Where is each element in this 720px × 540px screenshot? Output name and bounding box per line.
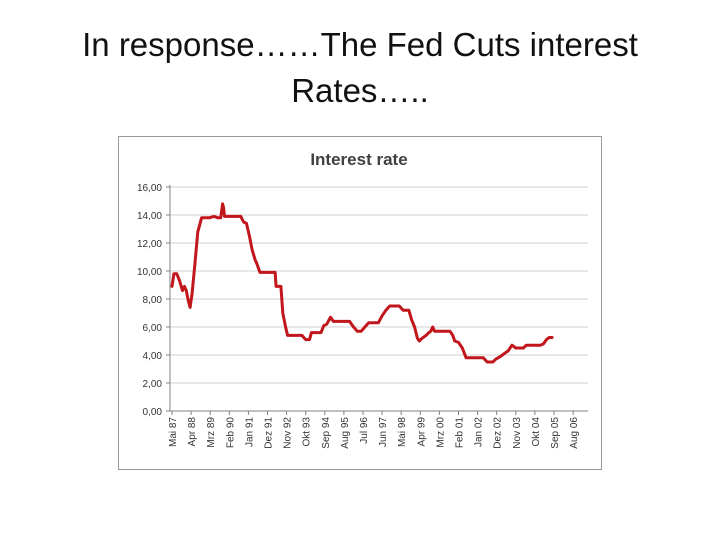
x-tick-label: Nov 03 [512, 417, 523, 449]
x-tick-label: Feb 01 [455, 417, 466, 449]
y-tick-label: 0,00 [143, 407, 163, 418]
x-tick-label: Mai 87 [168, 417, 179, 447]
chart-title: Interest rate [310, 150, 407, 169]
y-tick-label: 12,00 [137, 239, 162, 250]
slide-title: In response……The Fed Cuts interest Rates… [40, 22, 680, 114]
x-tick-label: Sep 94 [321, 417, 332, 449]
y-tick-label: 6,00 [143, 323, 163, 334]
x-tick-label: Aug 95 [340, 417, 351, 449]
y-tick-label: 10,00 [137, 267, 162, 278]
y-tick-labels: 0,00 2,00 4,00 6,00 8,00 10,00 12,00 14,00 16,00 [137, 183, 162, 418]
x-tick-label: Jan 02 [474, 417, 485, 447]
x-tick-label: Apr 99 [416, 417, 427, 447]
axes [166, 185, 588, 415]
x-tick-label: Mai 98 [397, 417, 408, 447]
y-tick-label: 16,00 [137, 183, 162, 194]
y-tick-label: 8,00 [143, 295, 163, 306]
x-tick-label: Okt 04 [531, 417, 542, 447]
x-tick-label: Jan 91 [244, 417, 255, 447]
slide-title-line-2: Rates….. [291, 72, 429, 109]
y-tick-label: 4,00 [143, 351, 163, 362]
x-tick-label: Jul 96 [359, 417, 370, 444]
x-tick-label: Nov 92 [283, 417, 294, 449]
x-tick-label: Sep 05 [550, 417, 561, 449]
x-tick-label: Mrz 00 [435, 417, 446, 448]
series-layer [170, 202, 554, 364]
x-tick-label: Mrz 89 [206, 417, 217, 448]
x-tick-label: Apr 88 [187, 417, 198, 447]
y-tick-label: 2,00 [143, 379, 163, 390]
x-tick-label: Dez 91 [264, 417, 275, 449]
x-tick-label: Dez 02 [493, 417, 504, 449]
y-tick-label: 14,00 [137, 211, 162, 222]
x-tick-label: Jun 97 [378, 417, 389, 447]
series-line-interest-rate [170, 202, 554, 364]
x-tick-label: Aug 06 [569, 417, 580, 449]
x-tick-label: Okt 93 [302, 417, 313, 447]
x-tick-labels: Mai 87 Apr 88 Mrz 89 Feb 90 Jan 91 Dez 91 Nov … [168, 417, 580, 449]
slide-title-line-1: In response……The Fed Cuts interest [82, 26, 638, 63]
chart-frame [118, 136, 602, 470]
x-tick-label: Feb 90 [225, 417, 236, 449]
